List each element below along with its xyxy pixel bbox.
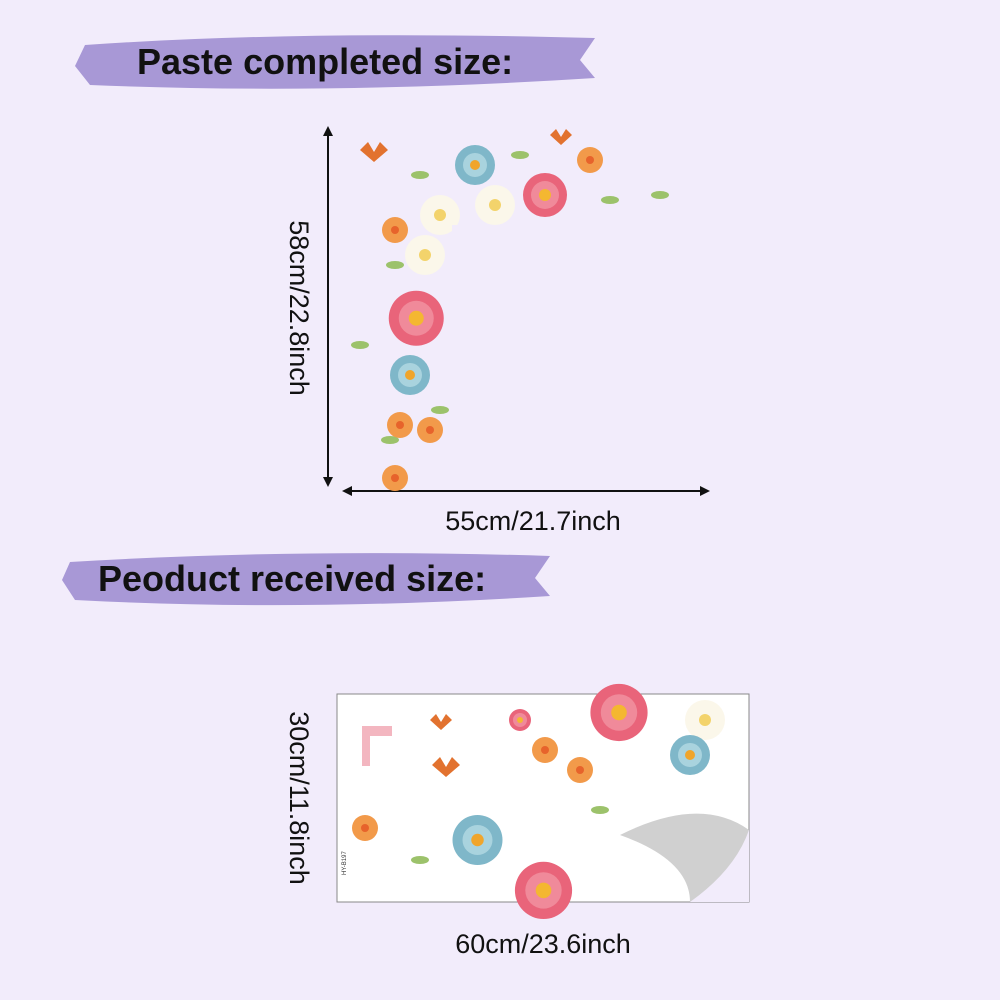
brush-stroke <box>75 35 595 89</box>
floral-decal <box>351 129 732 491</box>
product-code: HY-B197 <box>342 851 348 875</box>
height-label: 30cm/11.8inch <box>284 711 314 885</box>
brush-stroke <box>62 553 550 606</box>
section-title: Paste completed size: <box>137 41 513 82</box>
width-label: 60cm/23.6inch <box>455 929 631 959</box>
width-label: 55cm/21.7inch <box>445 506 621 536</box>
height-label: 58cm/22.8inch <box>284 220 314 396</box>
sheet-art <box>352 683 749 919</box>
section-title: Peoduct received size: <box>98 558 486 599</box>
